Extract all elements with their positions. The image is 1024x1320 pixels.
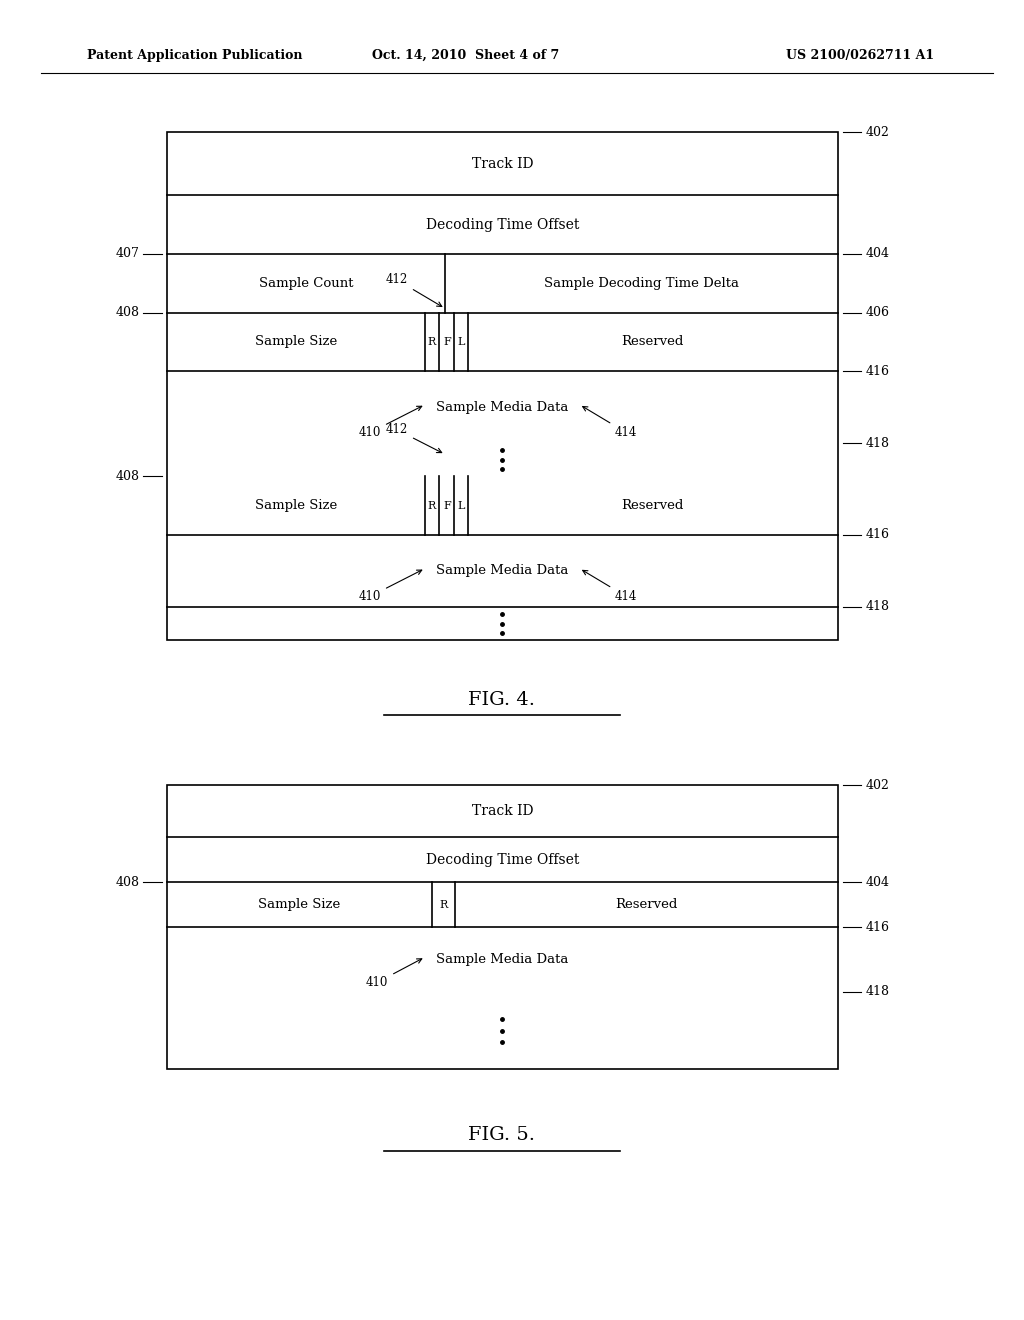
Text: L: L <box>458 500 465 511</box>
Text: R: R <box>428 337 436 347</box>
Text: Sample Media Data: Sample Media Data <box>436 565 568 577</box>
Text: 402: 402 <box>865 779 889 792</box>
Text: Sample Media Data: Sample Media Data <box>436 953 568 966</box>
Text: R: R <box>439 900 447 909</box>
Text: 404: 404 <box>865 247 889 260</box>
Text: L: L <box>458 337 465 347</box>
Bar <box>167 785 838 1069</box>
Text: Sample Size: Sample Size <box>255 499 337 512</box>
Text: 408: 408 <box>116 306 139 319</box>
Bar <box>167 132 838 640</box>
Text: 418: 418 <box>865 437 889 450</box>
Text: 418: 418 <box>865 601 889 614</box>
Text: 416: 416 <box>865 364 889 378</box>
Text: Sample Size: Sample Size <box>258 898 341 911</box>
Text: Decoding Time Offset: Decoding Time Offset <box>426 853 579 866</box>
Text: US 2100/0262711 A1: US 2100/0262711 A1 <box>786 49 934 62</box>
Text: 410: 410 <box>366 958 422 989</box>
Text: 404: 404 <box>865 875 889 888</box>
Text: 414: 414 <box>583 570 638 603</box>
Text: Oct. 14, 2010  Sheet 4 of 7: Oct. 14, 2010 Sheet 4 of 7 <box>373 49 559 62</box>
Text: Sample Decoding Time Delta: Sample Decoding Time Delta <box>544 277 739 289</box>
Text: Patent Application Publication: Patent Application Publication <box>87 49 302 62</box>
Text: 416: 416 <box>865 528 889 541</box>
Text: Sample Size: Sample Size <box>255 335 337 348</box>
Text: FIG. 4.: FIG. 4. <box>468 690 536 709</box>
Text: FIG. 5.: FIG. 5. <box>468 1126 536 1144</box>
Text: Track ID: Track ID <box>471 804 534 818</box>
Text: 408: 408 <box>116 470 139 483</box>
Text: Sample Count: Sample Count <box>259 277 353 289</box>
Text: Reserved: Reserved <box>622 335 684 348</box>
Text: Sample Media Data: Sample Media Data <box>436 400 568 413</box>
Text: Reserved: Reserved <box>615 898 678 911</box>
Text: 410: 410 <box>358 407 422 440</box>
Text: 402: 402 <box>865 125 889 139</box>
Text: 416: 416 <box>865 921 889 933</box>
Text: 414: 414 <box>583 407 638 440</box>
Text: 406: 406 <box>865 306 889 319</box>
Text: 410: 410 <box>358 570 422 603</box>
Text: 407: 407 <box>116 247 139 260</box>
Text: R: R <box>428 500 436 511</box>
Text: 418: 418 <box>865 985 889 998</box>
Text: 408: 408 <box>116 875 139 888</box>
Text: 412: 412 <box>386 273 441 306</box>
Text: Decoding Time Offset: Decoding Time Offset <box>426 218 579 231</box>
Text: Reserved: Reserved <box>622 499 684 512</box>
Text: F: F <box>443 500 451 511</box>
Text: Track ID: Track ID <box>471 157 534 170</box>
Text: 412: 412 <box>386 424 441 453</box>
Text: F: F <box>443 337 451 347</box>
